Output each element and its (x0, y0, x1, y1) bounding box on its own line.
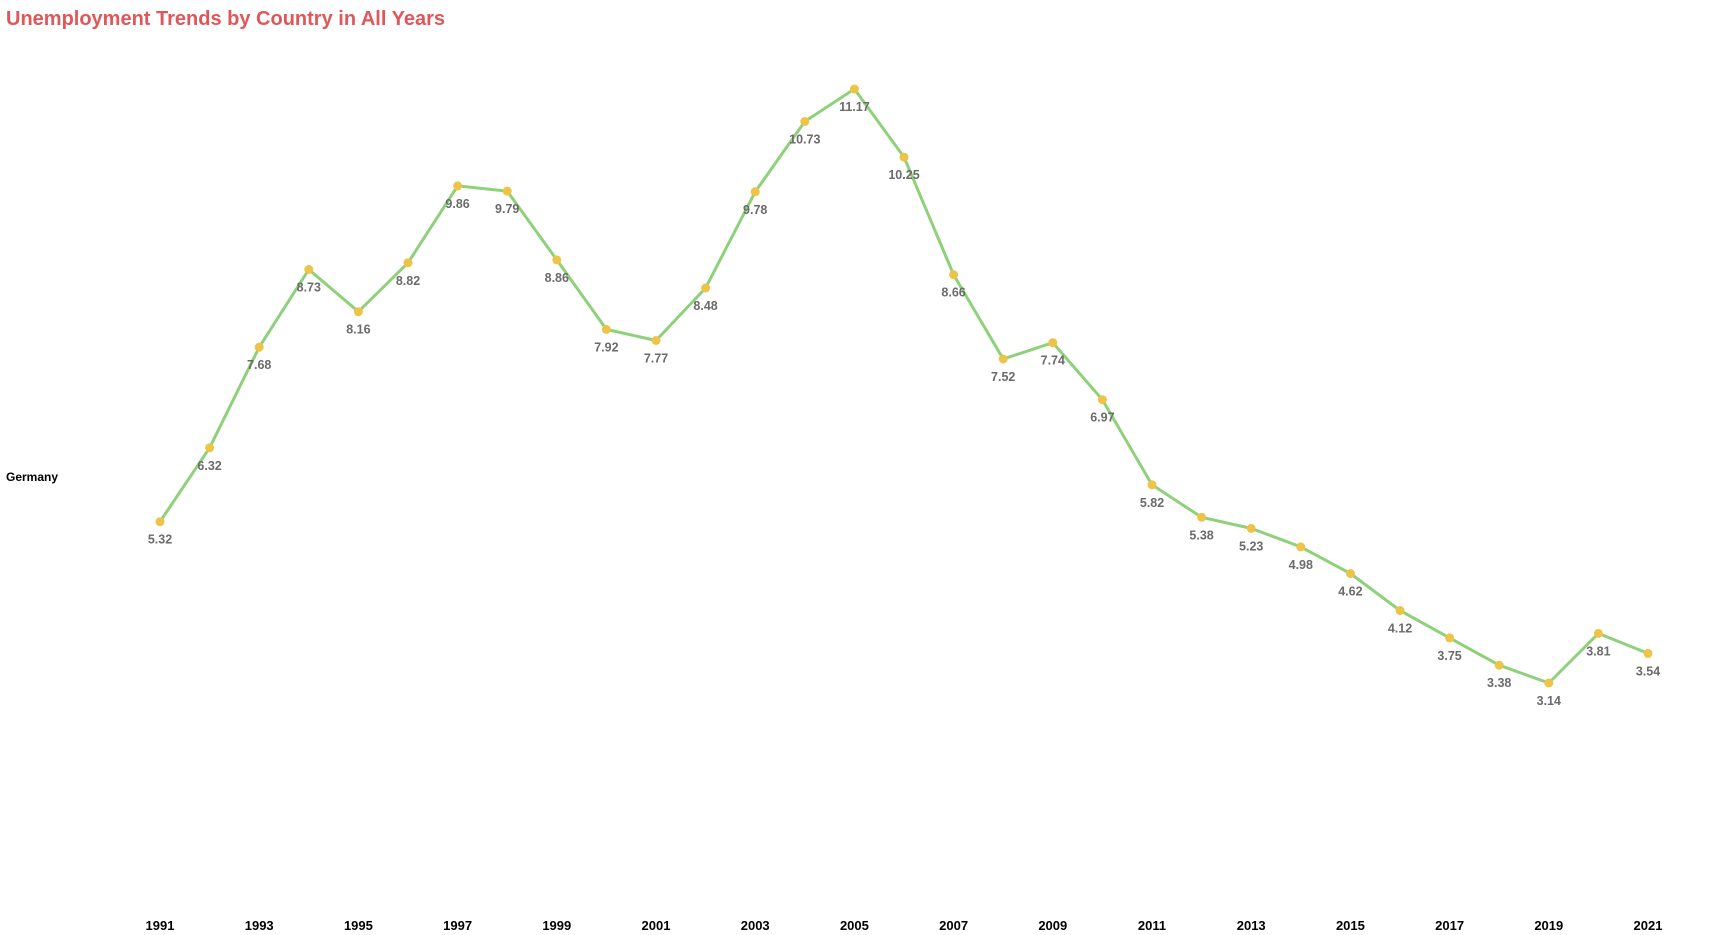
data-label: 4.62 (1338, 585, 1362, 599)
data-point[interactable] (1345, 569, 1355, 578)
data-label: 8.48 (693, 299, 717, 313)
data-point[interactable] (1395, 606, 1405, 615)
data-point[interactable] (601, 324, 611, 334)
x-tick-label: 2009 (1038, 918, 1067, 933)
data-point[interactable] (552, 255, 562, 265)
x-tick-label: 2003 (741, 918, 770, 933)
data-label: 10.73 (789, 133, 820, 147)
data-label: 11.17 (839, 100, 870, 114)
data-point[interactable] (205, 443, 215, 453)
x-tick-label: 1995 (344, 918, 373, 933)
data-label: 6.97 (1090, 411, 1114, 425)
x-tick-label: 1991 (146, 918, 175, 933)
chart-title: Unemployment Trends by Country in All Ye… (6, 8, 445, 30)
data-point[interactable] (800, 117, 810, 126)
data-point[interactable] (849, 84, 859, 94)
x-tick-label: 2005 (840, 918, 869, 933)
data-point[interactable] (701, 283, 711, 293)
x-tick-label: 1993 (245, 918, 274, 933)
data-label: 6.32 (197, 459, 221, 473)
data-point[interactable] (453, 181, 463, 191)
x-tick-label: 2021 (1634, 918, 1663, 933)
data-point[interactable] (1048, 338, 1058, 348)
data-label: 9.78 (743, 203, 767, 217)
data-label: 7.68 (247, 358, 271, 372)
data-point[interactable] (403, 258, 413, 268)
data-label: 8.73 (297, 281, 321, 295)
x-tick-label: 2011 (1138, 918, 1166, 933)
data-point[interactable] (1147, 480, 1157, 490)
data-point[interactable] (1197, 512, 1207, 522)
data-label: 9.86 (445, 197, 469, 211)
data-labels-layer: 5.32 6.32 7.68 8.73 8.16 8.82 9.86 9.79 8.86 7.92… (148, 100, 1660, 708)
data-label: 8.66 (941, 286, 965, 300)
row-label-country: Germany (6, 470, 59, 484)
data-point[interactable] (1246, 523, 1256, 533)
data-label: 3.81 (1586, 644, 1610, 658)
data-label: 5.82 (1140, 496, 1164, 510)
data-point[interactable] (998, 354, 1008, 364)
data-label: 10.25 (888, 168, 919, 182)
data-label: 3.75 (1437, 649, 1461, 663)
x-tick-label: 1997 (443, 918, 472, 933)
data-point[interactable] (1494, 660, 1504, 670)
data-label: 8.86 (545, 271, 569, 285)
data-label: 7.74 (1041, 354, 1065, 368)
data-label: 5.23 (1239, 539, 1263, 553)
data-label: 3.54 (1636, 664, 1660, 678)
data-label: 7.77 (644, 352, 668, 366)
series-layer (155, 84, 1653, 688)
x-axis-ticks: 1991 1993 1995 1997 1999 2001 2003 2005 2007 2009… (146, 918, 1663, 933)
x-tick-label: 2007 (939, 918, 968, 933)
data-point[interactable] (254, 342, 264, 352)
data-point[interactable] (1593, 628, 1603, 638)
data-point[interactable] (155, 517, 165, 527)
data-label: 9.79 (495, 202, 519, 216)
data-point[interactable] (1643, 648, 1653, 658)
data-point[interactable] (1445, 633, 1455, 643)
x-tick-label: 1999 (542, 918, 571, 933)
data-point[interactable] (304, 265, 314, 274)
data-label: 4.12 (1388, 622, 1412, 636)
data-point[interactable] (651, 336, 661, 345)
data-point[interactable] (750, 187, 760, 197)
data-label: 3.14 (1537, 694, 1561, 708)
data-point[interactable] (949, 270, 959, 280)
data-label: 4.98 (1289, 558, 1313, 572)
x-tick-label: 2013 (1237, 918, 1266, 933)
x-tick-label: 2017 (1435, 918, 1464, 933)
data-label: 5.32 (148, 533, 172, 547)
data-point[interactable] (899, 152, 909, 162)
x-tick-label: 2015 (1336, 918, 1365, 933)
x-tick-label: 2019 (1534, 918, 1563, 933)
data-label: 7.52 (991, 370, 1015, 384)
data-point[interactable] (502, 186, 512, 196)
x-tick-label: 2001 (642, 918, 671, 933)
data-point[interactable] (1296, 542, 1306, 552)
data-label: 8.16 (346, 323, 370, 337)
data-label: 3.38 (1487, 676, 1511, 690)
data-label: 8.82 (396, 274, 420, 288)
data-point[interactable] (1544, 678, 1554, 688)
data-label: 7.92 (594, 340, 618, 354)
data-point[interactable] (1097, 395, 1107, 405)
data-label: 5.38 (1189, 528, 1213, 542)
data-point[interactable] (353, 307, 363, 317)
